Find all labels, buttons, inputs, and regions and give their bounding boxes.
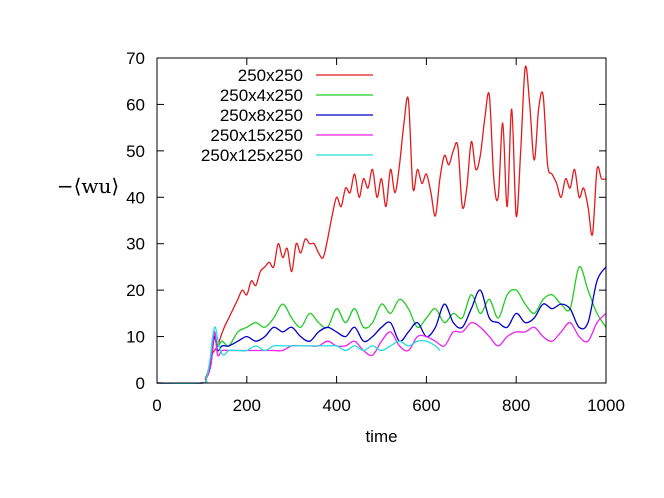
series-line-1	[156, 65, 607, 385]
series-line-3	[156, 266, 607, 385]
y-axis-label: −⟨wu⟩	[57, 174, 119, 198]
legend-label: 250x125x250	[201, 146, 303, 165]
legend-label: 250x15x250	[210, 126, 303, 145]
y-tick-label: 60	[126, 95, 145, 114]
series-line-5	[156, 326, 441, 385]
x-tick-label: 0	[152, 396, 161, 415]
series-line-2	[156, 266, 607, 385]
x-tick-label: 200	[233, 396, 261, 415]
y-tick-label: 70	[126, 49, 145, 68]
x-tick-label: 400	[322, 396, 350, 415]
y-tick-label: 40	[126, 188, 145, 207]
legend: 250x250250x4x250250x8x250250x15x250250x1…	[201, 66, 373, 165]
y-tick-label: 10	[126, 328, 145, 347]
x-tick-label: 600	[412, 396, 440, 415]
y-tick-label: 0	[136, 374, 145, 393]
series-line-4	[156, 312, 607, 385]
legend-label: 250x8x250	[220, 106, 303, 125]
plot-frame	[156, 57, 607, 384]
y-tick-label: 50	[126, 142, 145, 161]
x-tick-label: 1000	[587, 396, 625, 415]
y-tick-label: 30	[126, 235, 145, 254]
legend-label: 250x250	[238, 66, 303, 85]
series-layer	[156, 65, 607, 385]
ticks-layer: 0 200 400 600 800 1000 0 10 20 30 40 50 60 70	[126, 49, 625, 415]
x-axis-label: time	[365, 427, 397, 446]
legend-label: 250x4x250	[220, 86, 303, 105]
y-tick-label: 20	[126, 281, 145, 300]
x-tick-label: 800	[502, 396, 530, 415]
